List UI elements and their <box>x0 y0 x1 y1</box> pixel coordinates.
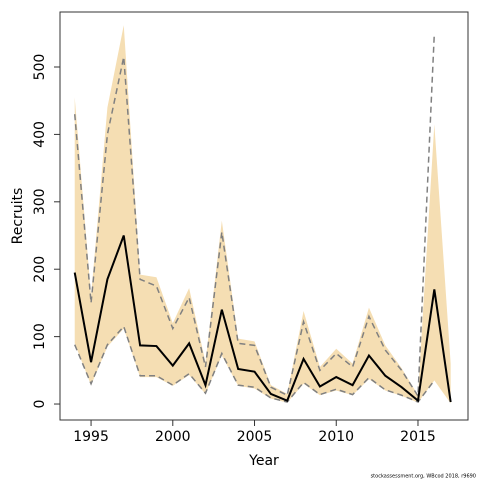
y-tick-label: 300 <box>32 188 48 215</box>
plot-frame <box>59 11 469 421</box>
y-tick-label: 100 <box>32 323 48 350</box>
x-tick-label: 2000 <box>155 429 191 445</box>
x-tick-label: 2015 <box>400 429 436 445</box>
x-tick-label: 2010 <box>318 429 354 445</box>
y-tick-label: 200 <box>32 256 48 283</box>
dashed-line <box>73 33 436 399</box>
x-tick-label: 1995 <box>73 429 109 445</box>
footnote: stockassessment.org, WBcod 2018, r9690 <box>371 474 476 480</box>
x-tick-label: 2005 <box>237 429 273 445</box>
y-tick-label: 500 <box>32 54 48 81</box>
line <box>73 235 452 403</box>
dashed-line <box>74 325 435 403</box>
x-axis-label: Year <box>248 453 279 469</box>
y-axis-label: Recruits <box>10 188 26 245</box>
y-tick-label: 0 <box>32 400 48 409</box>
y-tick-label: 400 <box>32 121 48 148</box>
